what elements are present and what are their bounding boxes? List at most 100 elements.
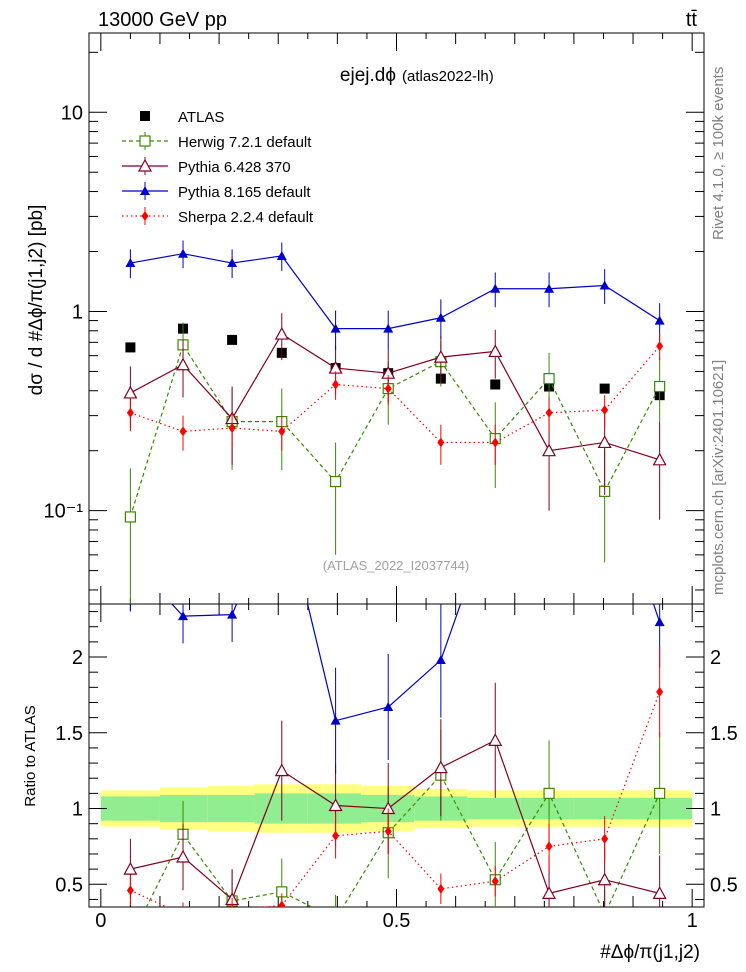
ratio-band-inner-segment xyxy=(207,794,255,823)
series-3-point xyxy=(383,323,394,333)
ratio-band-inner-segment xyxy=(573,797,634,820)
series-2-ratio-point xyxy=(488,733,503,746)
series-4-ratio-point xyxy=(332,830,340,841)
legend-marker xyxy=(139,135,151,147)
series-4-point xyxy=(179,426,187,437)
series-3-ratio-point xyxy=(435,655,446,665)
series-1-ratio-point xyxy=(125,934,135,944)
legend: ATLAS Herwig 7.2.1 default Pythia 6.428 37… xyxy=(122,109,314,226)
series-1-ratio-point xyxy=(331,914,341,924)
series-0-point xyxy=(599,383,610,394)
series-0-point xyxy=(125,342,136,353)
series-4-ratio-point xyxy=(230,905,234,907)
ratio-band-inner-segment xyxy=(467,797,521,820)
analysis-watermark: (ATLAS_2022_I2037744) xyxy=(323,558,469,573)
series-4-point xyxy=(656,341,664,352)
main-y-tick-label: 10⁻¹ xyxy=(44,501,84,523)
series-3-line xyxy=(130,253,660,330)
legend-marker xyxy=(141,211,149,221)
ratio-y-tick-label: 0.5 xyxy=(55,874,83,896)
series-2-line xyxy=(130,333,660,461)
series-4-point xyxy=(278,426,286,437)
ratio-y-axis: 0.5 0.5 1 1 1.5 1.5 2 2 xyxy=(55,611,738,900)
series-4-point xyxy=(126,407,134,418)
series-3-ratio-point xyxy=(227,609,238,619)
series-3-point xyxy=(544,283,555,293)
main-y-axis: 10⁻¹ 1 10 xyxy=(44,51,704,591)
legend-label: Pythia 6.428 370 xyxy=(178,159,291,176)
ratio-y-tick-label-right: 1.5 xyxy=(710,723,738,745)
series-4-point xyxy=(545,407,553,418)
series-3-point xyxy=(276,250,287,260)
chart-title: ejej.dϕ xyxy=(340,65,396,86)
series-4-point xyxy=(332,379,340,390)
process-label: tt̄ xyxy=(686,9,698,31)
series-1-ratio-point xyxy=(600,910,610,920)
ratio-y-axis-label: Ratio to ATLAS xyxy=(22,705,39,806)
series-1-ratio-point xyxy=(654,787,666,799)
series-2-ratio-point xyxy=(542,886,557,899)
series-2-ratio-point xyxy=(433,760,448,774)
main-y-tick-label: 10 xyxy=(61,102,83,124)
series-4-point xyxy=(491,437,499,448)
x-axis-label: #Δϕ/π(j1,j2) xyxy=(600,942,700,963)
series-3-ratio-point xyxy=(654,617,665,627)
series-2-point xyxy=(597,435,612,449)
series-4-ratio-point xyxy=(656,686,664,697)
x-tick-label: 1 xyxy=(687,910,698,932)
ratio-uncertainty-band xyxy=(100,784,693,833)
series-2-point xyxy=(176,357,191,371)
x-axis: 0 0.5 1 xyxy=(95,33,698,932)
series-0-main xyxy=(125,323,665,401)
series-1-point xyxy=(543,373,555,385)
series-4-ratio xyxy=(126,646,664,920)
legend-label: Pythia 8.165 default xyxy=(178,184,311,201)
legend-marker xyxy=(140,186,150,195)
series-4-ratio-point xyxy=(384,826,392,837)
series-4-ratio-point xyxy=(601,833,609,844)
main-y-tick-label: 1 xyxy=(72,301,83,323)
series-3-ratio-point xyxy=(178,611,189,621)
ratio-y-tick-label-right: 0.5 xyxy=(710,874,738,896)
series-2-ratio-point xyxy=(328,798,343,812)
series-4-ratio-point xyxy=(545,841,553,852)
rivet-version-label: Rivet 4.1.0, ≥ 100k events xyxy=(710,67,727,240)
mcplots-label: mcplots.cern.ch [arXiv:2401.10621] xyxy=(710,360,727,595)
x-tick-label: 0 xyxy=(95,910,106,932)
series-4-ratio-point xyxy=(491,876,499,887)
series-2-ratio-point xyxy=(652,886,667,899)
ratio-band-inner-segment xyxy=(633,797,693,820)
series-3-ratio-line xyxy=(171,604,661,722)
legend-label: Sherpa 2.2.4 default xyxy=(178,209,314,226)
series-3-point xyxy=(330,323,341,333)
ratio-series-layer xyxy=(123,604,667,944)
series-3-point xyxy=(599,280,610,290)
legend-marker xyxy=(137,158,153,172)
main-y-axis-label: dσ / d #Δϕ/π(j1,j2) [pb] xyxy=(26,205,47,396)
series-1-point xyxy=(654,380,666,393)
legend-label: ATLAS xyxy=(178,109,224,126)
series-3-point xyxy=(227,258,238,268)
series-0-point xyxy=(227,334,238,345)
series-3-point xyxy=(125,258,136,268)
series-3-ratio xyxy=(129,604,665,774)
series-3-ratio-point xyxy=(383,702,394,712)
ratio-y-tick-label: 1.5 xyxy=(55,723,83,745)
series-4-point xyxy=(228,423,236,434)
series-3-point xyxy=(435,312,446,322)
series-2-ratio-point xyxy=(123,861,138,875)
series-2-point xyxy=(542,443,557,457)
chart-subtitle: (atlas2022-lh) xyxy=(402,68,494,85)
ratio-y-tick-label: 2 xyxy=(72,647,83,669)
series-4-ratio-point xyxy=(180,910,187,920)
beam-label: 13000 GeV pp xyxy=(98,9,227,31)
series-3-main xyxy=(125,240,665,351)
ratio-band-inner-segment xyxy=(159,794,208,823)
ratio-band-inner-segment xyxy=(520,797,574,820)
x-tick-label: 0.5 xyxy=(383,910,411,932)
series-2-point xyxy=(123,385,138,399)
series-0-point xyxy=(490,379,501,390)
series-3-point xyxy=(654,315,665,325)
ratio-y-tick-label-right: 1 xyxy=(710,799,721,821)
